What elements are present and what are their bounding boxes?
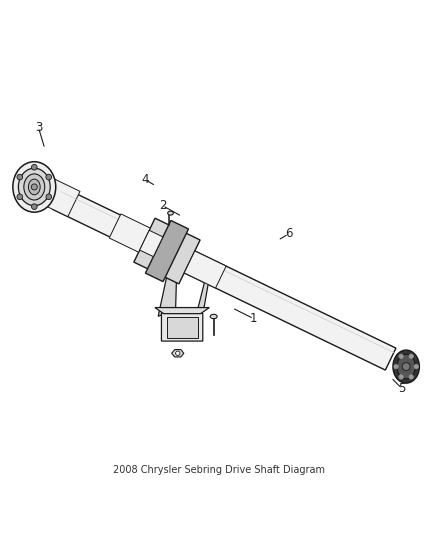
Text: 2: 2 (159, 199, 166, 212)
Ellipse shape (168, 211, 173, 215)
Polygon shape (158, 246, 177, 316)
Text: 5: 5 (398, 382, 406, 395)
Circle shape (414, 365, 418, 369)
Circle shape (31, 184, 37, 190)
Text: 1: 1 (250, 312, 258, 325)
Text: 2008 Chrysler Sebring Drive Shaft Diagram: 2008 Chrysler Sebring Drive Shaft Diagra… (113, 465, 325, 475)
Circle shape (402, 362, 410, 370)
Circle shape (32, 204, 37, 209)
Circle shape (394, 365, 398, 369)
Polygon shape (145, 221, 188, 281)
Circle shape (399, 375, 403, 379)
Polygon shape (195, 265, 212, 319)
Ellipse shape (393, 350, 419, 383)
Text: 3: 3 (35, 121, 42, 134)
Polygon shape (162, 311, 203, 341)
Polygon shape (172, 350, 184, 357)
Polygon shape (134, 218, 200, 284)
Polygon shape (155, 308, 209, 313)
Circle shape (32, 164, 37, 170)
Circle shape (46, 174, 52, 180)
Polygon shape (167, 317, 198, 338)
Ellipse shape (210, 314, 217, 319)
Circle shape (17, 174, 23, 180)
Polygon shape (52, 187, 396, 370)
Ellipse shape (28, 179, 40, 195)
Ellipse shape (397, 354, 415, 379)
Circle shape (176, 351, 180, 356)
Circle shape (409, 375, 413, 379)
Polygon shape (184, 251, 226, 288)
Ellipse shape (18, 168, 50, 206)
Circle shape (409, 354, 413, 359)
Ellipse shape (13, 161, 56, 212)
Circle shape (399, 354, 403, 359)
Circle shape (46, 194, 52, 200)
Text: 6: 6 (285, 228, 293, 240)
Polygon shape (32, 174, 80, 216)
Polygon shape (140, 230, 163, 257)
Text: 4: 4 (141, 173, 149, 186)
Circle shape (17, 194, 23, 200)
Ellipse shape (24, 174, 45, 200)
Polygon shape (109, 214, 150, 252)
